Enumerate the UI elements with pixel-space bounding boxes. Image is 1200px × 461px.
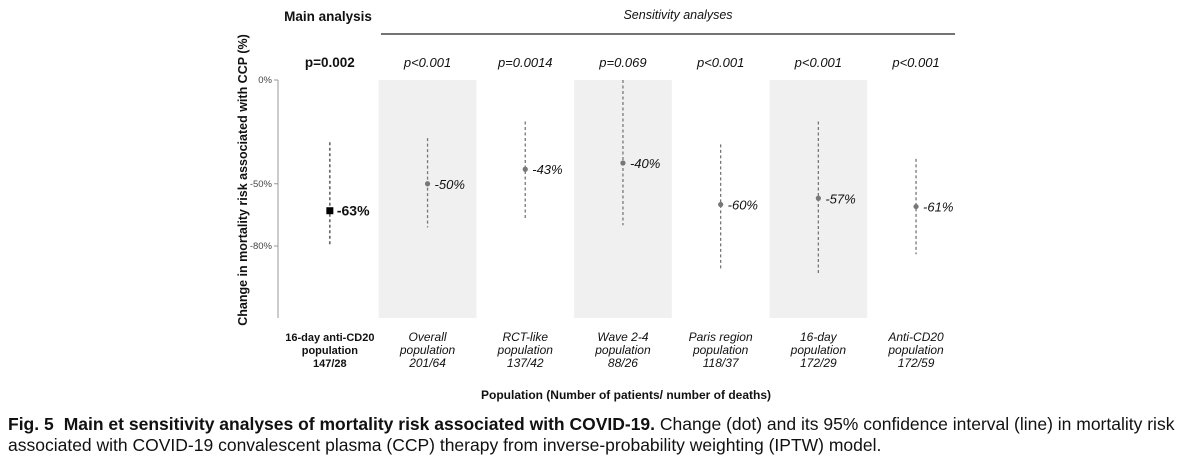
- p-value-anti-cd20: p<0.001: [891, 55, 939, 70]
- category-label-main: 16-day anti-CD20: [285, 332, 374, 344]
- category-label-wave: population: [594, 343, 651, 357]
- category-label-sixteen-day: population: [790, 343, 847, 357]
- estimate-label-overall: -50%: [435, 177, 465, 192]
- y-tick-label: 0%: [258, 75, 272, 86]
- figure-label: Fig. 5: [8, 414, 54, 434]
- category-label-anti-cd20: Anti-CD20: [887, 330, 944, 344]
- p-value-rct-like: p=0.0014: [497, 55, 553, 70]
- estimate-marker-overall: [424, 181, 431, 187]
- category-label-sixteen-day: 172/29: [800, 356, 837, 370]
- category-label-paris: 118/37: [703, 356, 740, 370]
- figure-title: Main et sensitivity analyses of mortalit…: [63, 414, 656, 434]
- category-label-overall: Overall: [409, 330, 447, 344]
- category-label-wave: Wave 2-4: [597, 330, 648, 344]
- category-label-overall: 201/64: [408, 356, 446, 370]
- estimate-marker-paris: [718, 201, 724, 208]
- sensitivity-analyses-header: Sensitivity analyses: [623, 8, 732, 22]
- p-value-paris: p<0.001: [696, 55, 744, 70]
- estimate-marker-wave: [620, 160, 626, 166]
- x-axis-title: Population (Number of patients/ number o…: [481, 388, 771, 402]
- category-label-main: 147/28: [313, 358, 347, 370]
- category-label-main: population: [302, 345, 358, 357]
- p-value-sixteen-day: p<0.001: [794, 55, 842, 70]
- category-label-overall: population: [399, 343, 456, 357]
- category-label-rct-like: RCT-like: [502, 330, 548, 344]
- category-label-paris: population: [692, 343, 749, 357]
- estimate-marker-anti-cd20: [913, 203, 919, 210]
- category-label-anti-cd20: 172/59: [898, 356, 935, 370]
- category-label-rct-like: 137/42: [507, 356, 544, 370]
- y-axis-title: Change in mortality risk associated with…: [236, 34, 250, 326]
- p-value-wave: p=0.069: [598, 55, 646, 70]
- estimate-label-main: -63%: [337, 203, 370, 219]
- figure-caption: Fig. 5 Main et sensitivity analyses of mo…: [8, 414, 1192, 456]
- p-value-main: p=0.002: [305, 55, 355, 70]
- estimate-marker-sixteen-day: [815, 195, 821, 201]
- y-tick-label: -50%: [250, 179, 273, 190]
- estimate-label-wave: -40%: [630, 156, 660, 171]
- category-label-paris: Paris region: [689, 330, 753, 344]
- category-label-rct-like: population: [497, 343, 554, 357]
- main-analysis-header: Main analysis: [284, 9, 372, 24]
- estimate-label-paris: -60%: [728, 198, 758, 213]
- category-label-anti-cd20: population: [887, 343, 944, 357]
- estimate-label-anti-cd20: -61%: [923, 200, 953, 215]
- estimate-label-sixteen-day: -57%: [825, 191, 855, 206]
- category-label-wave: 88/26: [608, 356, 638, 370]
- category-label-sixteen-day: 16-day: [800, 330, 838, 344]
- y-tick-label: -80%: [250, 241, 273, 252]
- estimate-marker-main: [326, 207, 334, 215]
- p-value-overall: p<0.001: [403, 55, 451, 70]
- estimate-label-rct-like: -43%: [532, 162, 562, 177]
- figure-caption-text: Change (dot) and its 95% confidence inte…: [8, 414, 1175, 455]
- estimate-marker-rct-like: [522, 166, 528, 172]
